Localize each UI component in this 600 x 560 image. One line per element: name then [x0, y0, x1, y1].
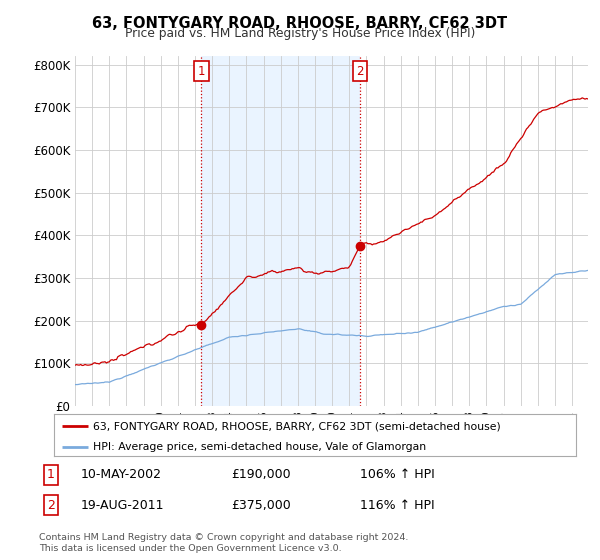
- Text: 1: 1: [197, 65, 205, 78]
- Text: £375,000: £375,000: [231, 498, 291, 512]
- Text: 2: 2: [47, 498, 55, 512]
- Text: HPI: Average price, semi-detached house, Vale of Glamorgan: HPI: Average price, semi-detached house,…: [93, 442, 426, 452]
- Text: £190,000: £190,000: [231, 468, 290, 482]
- Text: 1: 1: [47, 468, 55, 482]
- Text: Price paid vs. HM Land Registry's House Price Index (HPI): Price paid vs. HM Land Registry's House …: [125, 27, 475, 40]
- Text: 106% ↑ HPI: 106% ↑ HPI: [360, 468, 435, 482]
- Text: 2: 2: [356, 65, 364, 78]
- Text: Contains HM Land Registry data © Crown copyright and database right 2024.
This d: Contains HM Land Registry data © Crown c…: [39, 533, 409, 553]
- Text: 19-AUG-2011: 19-AUG-2011: [81, 498, 164, 512]
- Bar: [202, 56, 360, 406]
- Text: 116% ↑ HPI: 116% ↑ HPI: [360, 498, 434, 512]
- Text: 63, FONTYGARY ROAD, RHOOSE, BARRY, CF62 3DT (semi-detached house): 63, FONTYGARY ROAD, RHOOSE, BARRY, CF62 …: [93, 421, 501, 431]
- Text: 10-MAY-2002: 10-MAY-2002: [81, 468, 162, 482]
- Text: 63, FONTYGARY ROAD, RHOOSE, BARRY, CF62 3DT: 63, FONTYGARY ROAD, RHOOSE, BARRY, CF62 …: [92, 16, 508, 31]
